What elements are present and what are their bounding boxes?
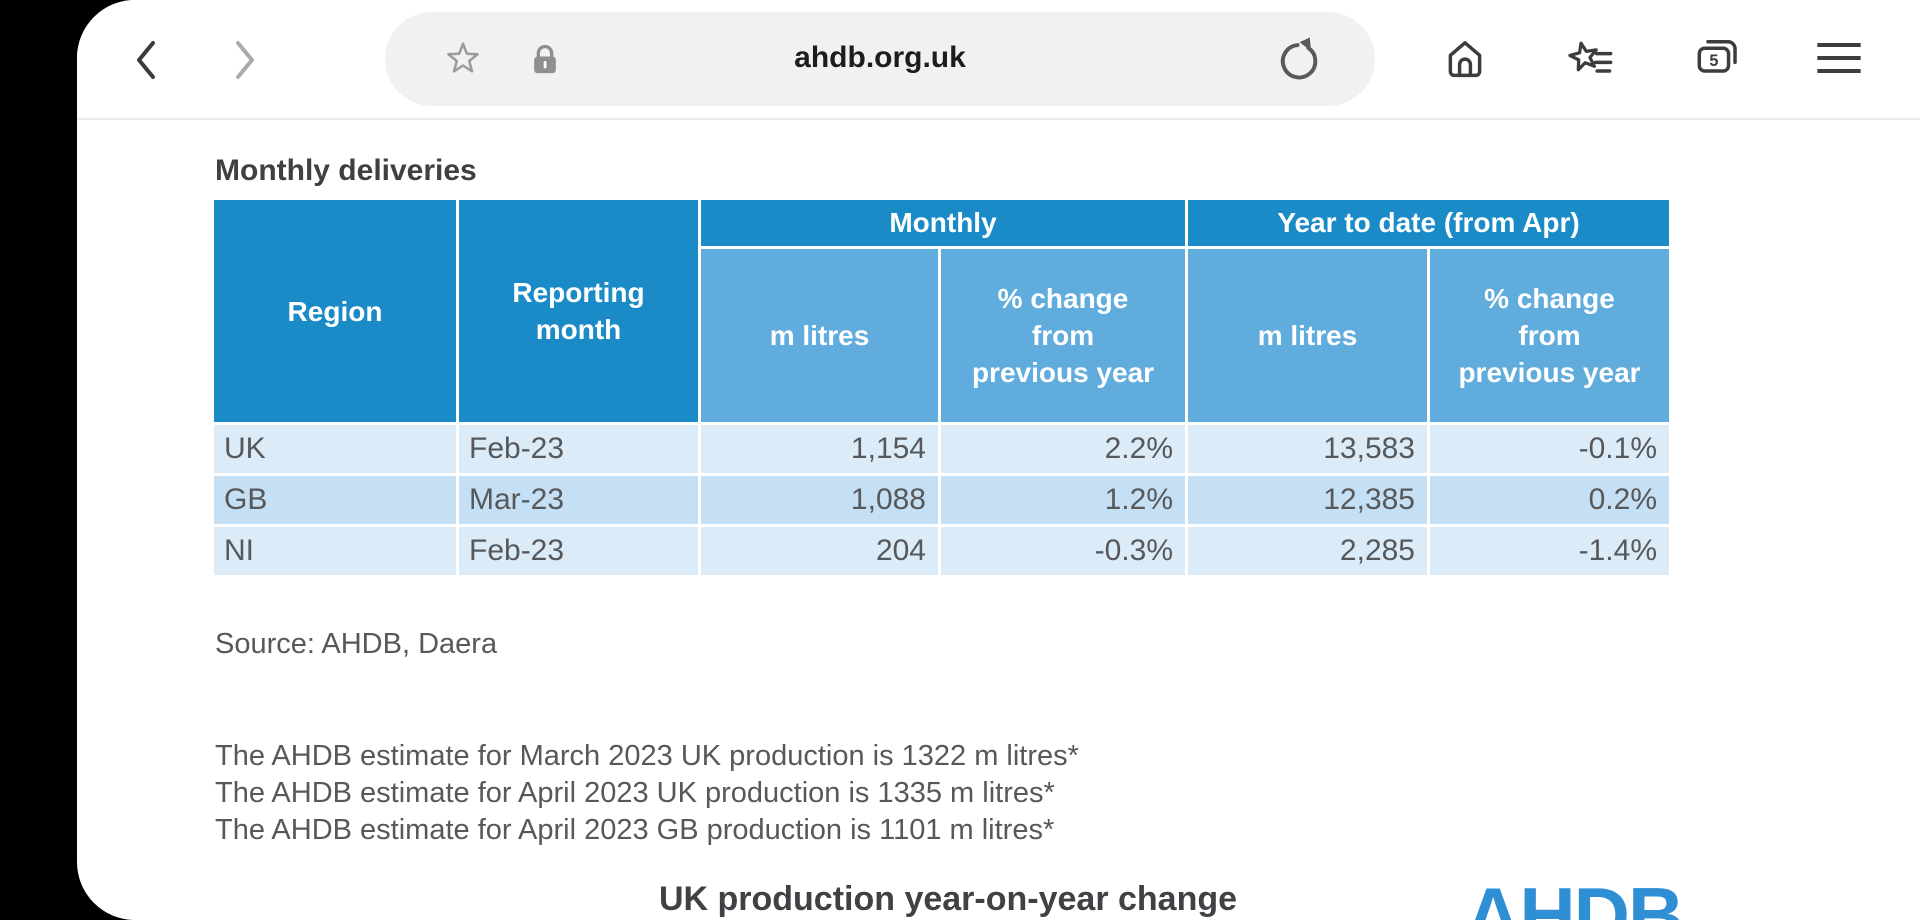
menu-button[interactable] bbox=[1813, 33, 1865, 85]
estimate-line: The AHDB estimate for April 2023 UK prod… bbox=[215, 777, 1055, 809]
page-title: Monthly deliveries bbox=[215, 154, 477, 187]
back-button[interactable] bbox=[123, 35, 171, 83]
estimate-line: The AHDB estimate for April 2023 GB prod… bbox=[215, 814, 1055, 846]
cell-ytd-litres: 12,385 bbox=[1188, 476, 1427, 524]
table-row-gb: GB Mar-23 1,088 1.2% 12,385 0.2% bbox=[214, 476, 1669, 524]
cell-region: NI bbox=[214, 527, 456, 575]
tabs-button[interactable]: 5 bbox=[1689, 33, 1741, 85]
table-row-uk: UK Feb-23 1,154 2.2% 13,583 -0.1% bbox=[214, 425, 1669, 473]
cell-monthly-change: 2.2% bbox=[941, 425, 1185, 473]
sub-header-monthly-mlitres: m litres bbox=[701, 249, 938, 422]
cell-monthly-litres: 1,154 bbox=[701, 425, 938, 473]
bookmark-star-icon[interactable] bbox=[440, 36, 486, 82]
reload-icon[interactable] bbox=[1273, 33, 1325, 85]
cell-ytd-change: -0.1% bbox=[1430, 425, 1669, 473]
cell-ytd-litres: 13,583 bbox=[1188, 425, 1427, 473]
lock-icon[interactable] bbox=[525, 39, 565, 79]
url-bar[interactable]: ahdb.org.uk bbox=[385, 12, 1375, 106]
cell-monthly-litres: 1,088 bbox=[701, 476, 938, 524]
col-header-reporting-month: Reporting month bbox=[459, 200, 698, 422]
group-header-ytd: Year to date (from Apr) bbox=[1188, 200, 1669, 246]
cell-region: GB bbox=[214, 476, 456, 524]
sub-header-ytd-change: % change from previous year bbox=[1430, 249, 1669, 422]
group-header-monthly: Monthly bbox=[701, 200, 1185, 246]
cell-month: Feb-23 bbox=[459, 527, 698, 575]
cell-region: UK bbox=[214, 425, 456, 473]
ahdb-logo: AHDB bbox=[1465, 871, 1684, 920]
browser-window: ahdb.org.uk bbox=[77, 0, 1920, 920]
tab-count: 5 bbox=[1709, 52, 1718, 70]
estimate-line: The AHDB estimate for March 2023 UK prod… bbox=[215, 740, 1079, 772]
cell-ytd-change: -1.4% bbox=[1430, 527, 1669, 575]
table-row-ni: NI Feb-23 204 -0.3% 2,285 -1.4% bbox=[214, 527, 1669, 575]
col-header-region: Region bbox=[214, 200, 456, 422]
browser-toolbar: ahdb.org.uk bbox=[77, 0, 1920, 120]
bookmarks-button[interactable] bbox=[1563, 33, 1615, 85]
url-text[interactable]: ahdb.org.uk bbox=[794, 41, 966, 74]
hamburger-menu-icon bbox=[1813, 32, 1865, 87]
sub-header-monthly-change: % change from previous year bbox=[941, 249, 1185, 422]
sub-header-ytd-mlitres: m litres bbox=[1188, 249, 1427, 422]
cell-month: Mar-23 bbox=[459, 476, 698, 524]
home-button[interactable] bbox=[1439, 33, 1491, 85]
chevron-right-icon bbox=[220, 34, 268, 85]
chevron-left-icon bbox=[123, 34, 171, 85]
cell-monthly-litres: 204 bbox=[701, 527, 938, 575]
estimate-notes: The AHDB estimate for March 2023 UK prod… bbox=[215, 738, 1079, 849]
cell-month: Feb-23 bbox=[459, 425, 698, 473]
cell-ytd-change: 0.2% bbox=[1430, 476, 1669, 524]
cell-monthly-change: 1.2% bbox=[941, 476, 1185, 524]
forward-button[interactable] bbox=[220, 35, 268, 83]
home-icon bbox=[1439, 32, 1491, 87]
cell-monthly-change: -0.3% bbox=[941, 527, 1185, 575]
tabs-icon: 5 bbox=[1689, 32, 1741, 87]
source-note: Source: AHDB, Daera bbox=[215, 628, 498, 660]
cell-ytd-litres: 2,285 bbox=[1188, 527, 1427, 575]
monthly-deliveries-table: Region Reporting month Monthly Year to d… bbox=[211, 197, 1672, 578]
bookmarks-star-list-icon bbox=[1563, 32, 1615, 87]
chart-heading: UK production year-on-year change bbox=[658, 880, 1238, 918]
